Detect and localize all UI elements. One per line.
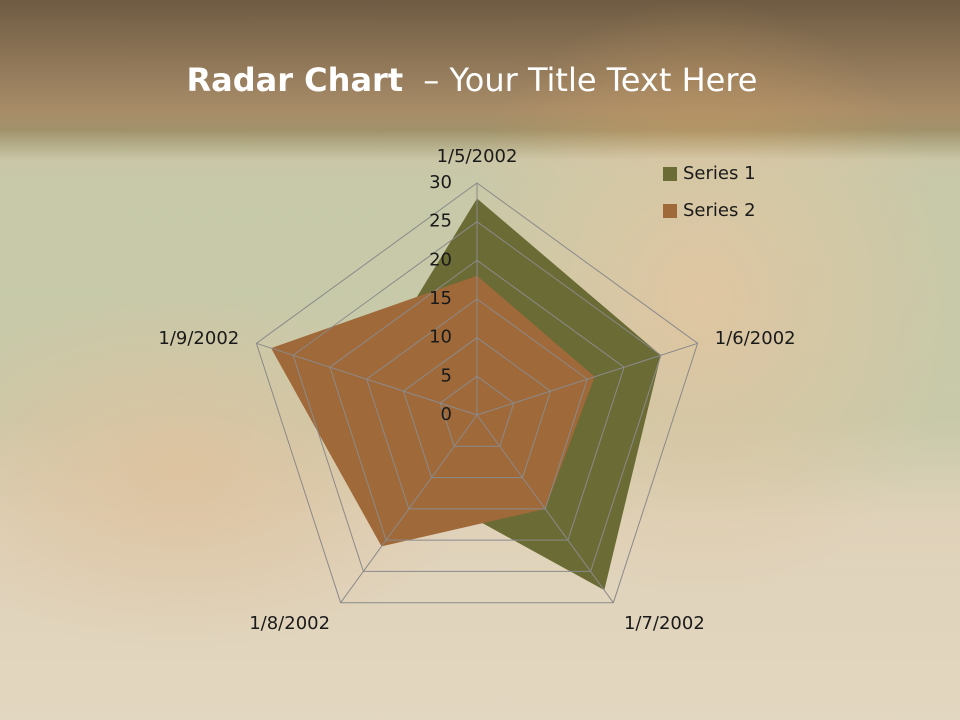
spoke xyxy=(340,414,478,603)
chart-title: Radar Chart – Your Title Text Here xyxy=(187,61,758,99)
r-tick-label: 25 xyxy=(429,211,452,232)
grid-line xyxy=(329,259,625,541)
r-tick-label: 20 xyxy=(429,249,452,270)
title-bold: Radar Chart xyxy=(187,61,404,99)
category-label: 1/7/2002 xyxy=(624,613,705,634)
title-rest: – Your Title Text Here xyxy=(423,61,757,99)
grid-line xyxy=(439,375,515,447)
legend-label: Series 2 xyxy=(683,200,756,221)
legend-label: Series 1 xyxy=(683,163,756,184)
category-label: 1/8/2002 xyxy=(249,613,330,634)
spoke xyxy=(256,342,478,416)
grid-line xyxy=(292,221,662,572)
r-tick-label: 5 xyxy=(441,365,452,386)
series-area xyxy=(271,275,595,547)
legend-swatch xyxy=(663,167,677,181)
spoke xyxy=(476,414,614,603)
r-tick-label: 10 xyxy=(429,327,452,348)
r-tick-label: 30 xyxy=(429,172,452,193)
r-tick-label: 15 xyxy=(429,288,452,309)
category-label: 1/5/2002 xyxy=(437,146,518,167)
category-label: 1/6/2002 xyxy=(715,328,796,349)
spoke xyxy=(476,342,698,416)
legend-swatch xyxy=(663,204,677,218)
category-label: 1/9/2002 xyxy=(158,328,239,349)
grid-line xyxy=(366,298,588,510)
grid-line xyxy=(255,182,699,604)
grid-line xyxy=(402,337,552,479)
r-tick-label: 0 xyxy=(441,404,452,425)
